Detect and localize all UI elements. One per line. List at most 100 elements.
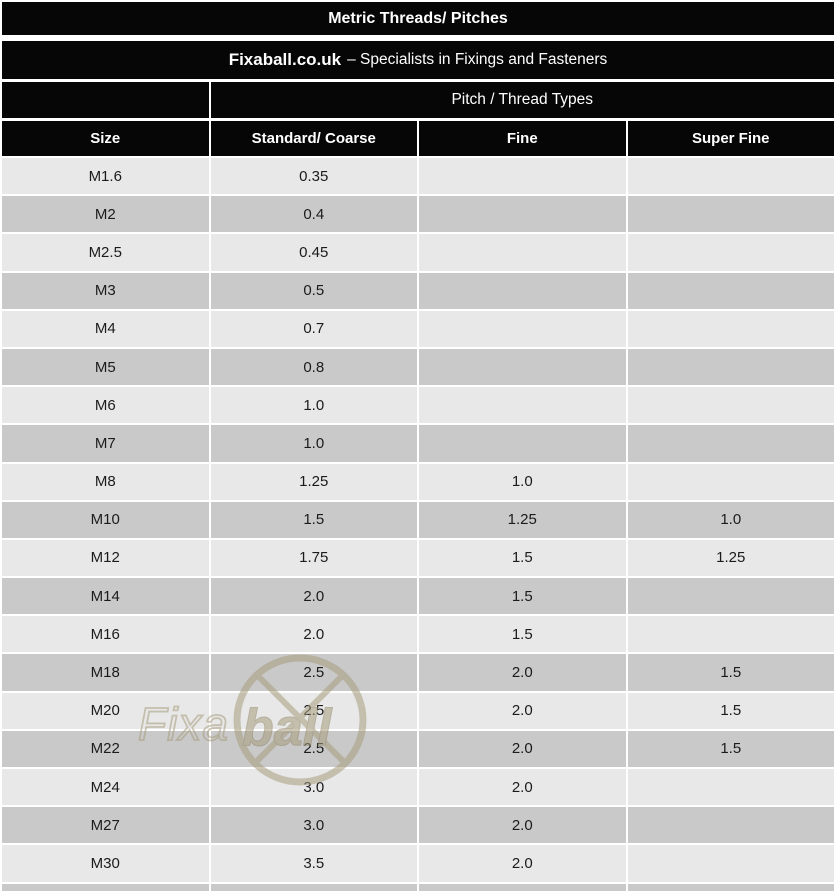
cell-size: M16 — [2, 616, 209, 653]
cell-super-fine: 1.5 — [627, 654, 834, 691]
table-row: M18 2.5 2.0 1.5 — [2, 654, 834, 691]
cell-size — [2, 883, 209, 891]
table-row: M5 0.8 — [2, 348, 834, 386]
table-row: M7 1.0 — [2, 425, 834, 462]
cell-size: M10 — [2, 501, 209, 538]
cell-standard-coarse: 2.0 — [210, 616, 417, 653]
column-header-standard-coarse: Standard/ Coarse — [210, 121, 417, 156]
table-row: M6 1.0 — [2, 387, 834, 424]
cell-standard-coarse: 0.4 — [210, 196, 417, 233]
cell-standard-coarse: 0.35 — [210, 158, 417, 195]
table-body: M1.6 0.35 M2 0.4 M2.5 0.45 M3 0.5 M4 0.7… — [2, 158, 834, 891]
cell-size: M7 — [2, 425, 209, 462]
cell-super-fine — [627, 196, 834, 233]
cell-fine: 1.5 — [419, 539, 626, 577]
table-row: M30 3.5 2.0 — [2, 845, 834, 882]
cell-size: M2 — [2, 196, 209, 233]
cell-standard-coarse: 3.0 — [210, 807, 417, 844]
cell-super-fine — [627, 425, 834, 462]
cell-super-fine: 1.0 — [627, 501, 834, 538]
cell-fine: 1.5 — [419, 616, 626, 653]
cell-super-fine: 1.25 — [627, 539, 834, 577]
cell-super-fine — [627, 578, 834, 615]
cell-size: M2.5 — [2, 234, 209, 271]
brand-tagline: – Specialists in Fixings and Fasteners — [347, 51, 608, 68]
table-row: M2 0.4 — [2, 196, 834, 233]
cell-super-fine — [627, 769, 834, 806]
cell-standard-coarse — [210, 883, 417, 891]
cell-size: M4 — [2, 310, 209, 347]
cell-super-fine — [627, 158, 834, 195]
cell-fine — [419, 425, 626, 462]
column-header-size: Size — [2, 121, 209, 156]
cell-standard-coarse: 0.5 — [210, 272, 417, 309]
cell-size: M27 — [2, 807, 209, 844]
cell-fine: 2.0 — [419, 654, 626, 691]
table-row: M2.5 0.45 — [2, 234, 834, 271]
cell-fine: 2.0 — [419, 769, 626, 806]
group-header-row: Pitch / Thread Types — [2, 82, 834, 118]
cell-standard-coarse: 1.0 — [210, 387, 417, 424]
cell-size: M14 — [2, 578, 209, 615]
cell-standard-coarse: 2.5 — [210, 730, 417, 767]
cell-standard-coarse: 2.5 — [210, 692, 417, 729]
cell-fine — [419, 196, 626, 233]
cell-size: M5 — [2, 348, 209, 386]
cell-fine: 2.0 — [419, 807, 626, 844]
table-row: M22 2.5 2.0 1.5 — [2, 730, 834, 767]
cell-fine — [419, 387, 626, 424]
cell-size: M12 — [2, 539, 209, 577]
table-row: M1.6 0.35 — [2, 158, 834, 195]
cell-super-fine: 1.5 — [627, 692, 834, 729]
cell-fine: 2.0 — [419, 730, 626, 767]
cell-super-fine: 1.5 — [627, 730, 834, 767]
cell-super-fine — [627, 616, 834, 653]
table-row: M14 2.0 1.5 — [2, 578, 834, 615]
table-row: M8 1.25 1.0 — [2, 463, 834, 500]
cell-super-fine — [627, 234, 834, 271]
cell-fine: 1.5 — [419, 578, 626, 615]
cell-standard-coarse: 1.0 — [210, 425, 417, 462]
cell-size: M20 — [2, 692, 209, 729]
cell-super-fine — [627, 272, 834, 309]
column-header-fine: Fine — [419, 121, 626, 156]
cell-super-fine — [627, 387, 834, 424]
cell-standard-coarse: 2.0 — [210, 578, 417, 615]
cell-super-fine — [627, 348, 834, 386]
title-text: Metric Threads/ Pitches — [328, 9, 508, 27]
cell-fine — [419, 234, 626, 271]
cell-fine: 2.0 — [419, 845, 626, 882]
cell-super-fine — [627, 310, 834, 347]
table-row: M16 2.0 1.5 — [2, 616, 834, 653]
cell-size: M22 — [2, 730, 209, 767]
column-header-row: Size Standard/ Coarse Fine Super Fine — [2, 121, 834, 156]
cell-fine: 1.0 — [419, 463, 626, 500]
cell-size: M8 — [2, 463, 209, 500]
group-header-label: Pitch / Thread Types — [210, 82, 834, 118]
cell-size: M1.6 — [2, 158, 209, 195]
table-row: M3 0.5 — [2, 272, 834, 309]
table-row: M12 1.75 1.5 1.25 — [2, 539, 834, 577]
cell-standard-coarse: 0.7 — [210, 310, 417, 347]
brand-name: Fixaball.co.uk — [228, 50, 342, 69]
cell-fine — [419, 310, 626, 347]
cell-fine — [419, 883, 626, 891]
cell-fine — [419, 348, 626, 386]
cell-standard-coarse: 0.8 — [210, 348, 417, 386]
table-title: Metric Threads/ Pitches — [2, 2, 834, 35]
cell-size: M3 — [2, 272, 209, 309]
cell-fine — [419, 158, 626, 195]
cell-standard-coarse: 0.45 — [210, 234, 417, 271]
table-row: M10 1.5 1.25 1.0 — [2, 501, 834, 538]
cell-standard-coarse: 3.5 — [210, 845, 417, 882]
cell-size: M30 — [2, 845, 209, 882]
column-header-super-fine: Super Fine — [627, 121, 834, 156]
cell-super-fine — [627, 845, 834, 882]
table-row: M20 2.5 2.0 1.5 — [2, 692, 834, 729]
table-row — [2, 883, 834, 891]
cell-fine: 1.25 — [419, 501, 626, 538]
cell-size: M6 — [2, 387, 209, 424]
cell-standard-coarse: 1.75 — [210, 539, 417, 577]
cell-standard-coarse: 3.0 — [210, 769, 417, 806]
